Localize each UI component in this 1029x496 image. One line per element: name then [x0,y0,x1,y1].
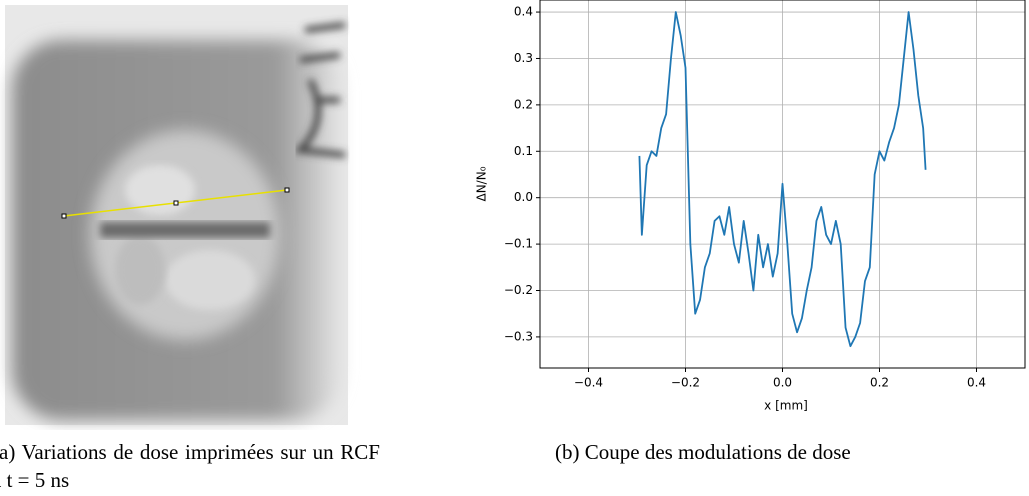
rcf-photo [5,5,348,425]
data-line [638,11,927,348]
y-tick-label: 0.4 [514,5,533,19]
y-tick-label: 0.0 [514,190,533,204]
x-axis-label: x [mm] [764,399,808,413]
y-axis-label: ΔN/N₀ [475,166,489,201]
y-tick-label: 0.2 [514,97,533,111]
plot: −0.4 −0.2 0.0 0.2 0.4 −0.3 −0.2 −0.1 0.0 0.1 0.2 0.… [504,0,1026,390]
caption-a: (a) Variations de dose imprimées sur un … [0,440,380,492]
x-tick-label: 0.4 [967,376,986,390]
plot-frame [539,0,1026,369]
y-tick-label: 0.1 [514,144,533,158]
y-tick-label: −0.1 [504,237,533,251]
y-tick-label: −0.2 [504,283,533,297]
x-tick-label: −0.2 [671,376,700,390]
x-tick-label: −0.4 [574,376,603,390]
x-tick-label: 0.2 [870,376,889,390]
figure: −0.4 −0.2 0.0 0.2 0.4 −0.3 −0.2 −0.1 0.0 0.1 0.2 0.… [5,0,1026,425]
caption-b: (b) Coupe des modulations de dose [555,440,851,464]
x-tick-label: 0.0 [773,376,792,390]
y-tick-label: 0.3 [514,51,533,65]
y-tick-label: −0.3 [504,329,533,343]
